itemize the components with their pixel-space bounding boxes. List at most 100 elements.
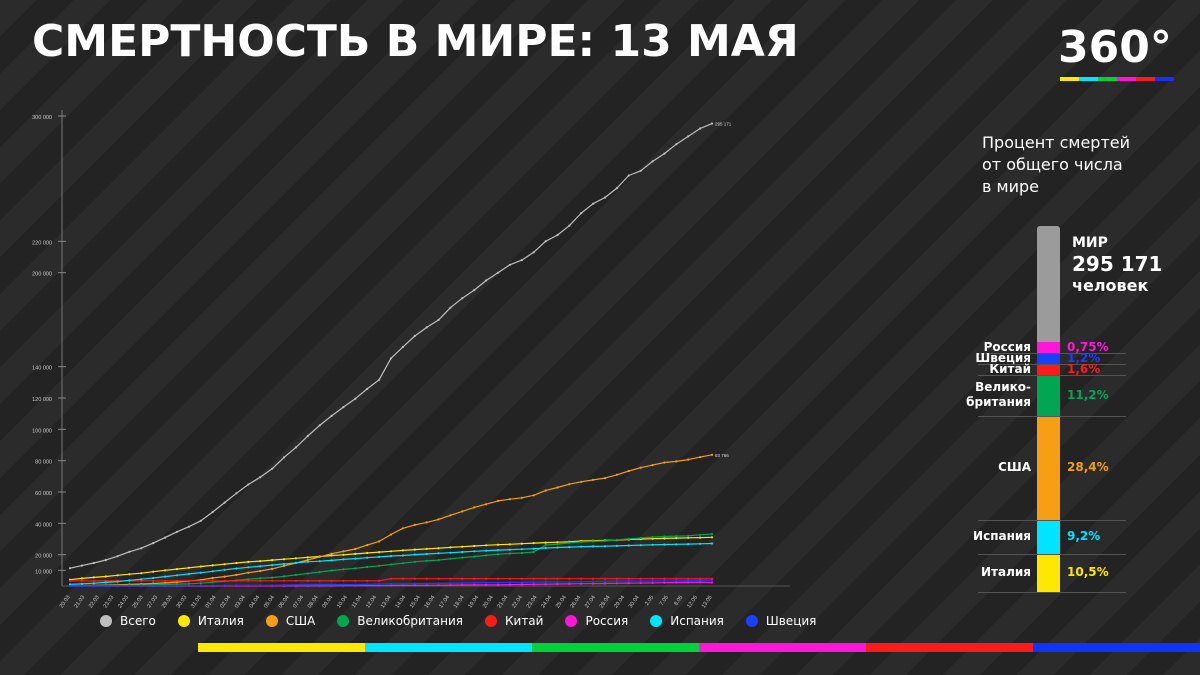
data-point: [496, 577, 500, 580]
data-point: [508, 263, 511, 266]
stack-country-label: Швеция: [975, 350, 1031, 365]
data-point: [152, 570, 155, 573]
legend-label: Всего: [120, 614, 156, 628]
stack-country-label: Италия: [981, 565, 1031, 580]
series-line: [69, 123, 713, 569]
data-point: [68, 583, 72, 586]
legend-label: Великобритания: [357, 614, 463, 628]
data-point: [615, 187, 619, 190]
data-point: [152, 542, 155, 545]
x-tick-label: 03.04: [234, 595, 247, 610]
data-point: [68, 567, 72, 570]
logo-color-bar: [1060, 77, 1174, 81]
data-point: [651, 579, 654, 583]
data-point: [342, 579, 345, 582]
data-point: [687, 135, 690, 138]
data-point: [520, 577, 523, 580]
data-point: [294, 573, 297, 577]
x-tick-label: 25.04: [555, 595, 568, 610]
data-point: [354, 557, 357, 560]
data-point: [663, 579, 666, 582]
data-point: [92, 579, 95, 583]
stack-segment: [1037, 519, 1060, 554]
data-point: [354, 579, 357, 582]
data-point: [366, 556, 369, 559]
data-point: [449, 582, 452, 585]
data-point: [437, 559, 440, 562]
data-point: [211, 570, 214, 573]
data-point: [294, 561, 297, 564]
data-point: [699, 579, 702, 582]
data-point: [615, 580, 619, 583]
data-point: [413, 334, 416, 338]
data-point: [425, 547, 428, 551]
data-point: [413, 560, 416, 563]
data-point: [532, 581, 535, 584]
data-point: [663, 152, 666, 155]
data-point: [282, 584, 286, 587]
data-point: [330, 552, 333, 555]
data-point: [615, 473, 619, 476]
data-point: [520, 548, 523, 551]
data-point: [306, 572, 309, 575]
legend-item: США: [265, 614, 315, 628]
data-point: [164, 575, 167, 578]
stack-separator: [978, 415, 1126, 417]
data-point: [425, 559, 428, 562]
data-point: [164, 584, 167, 587]
data-point: [651, 537, 654, 540]
legend-item: Великобритания: [337, 614, 463, 628]
data-point: [580, 480, 583, 483]
data-point: [235, 561, 238, 565]
data-point: [603, 582, 607, 585]
data-point: [651, 577, 654, 580]
data-point: [592, 540, 595, 543]
data-point: [140, 578, 143, 581]
data-point: [615, 544, 619, 548]
data-point: [271, 564, 274, 567]
legend-dot-icon: [337, 615, 350, 627]
data-point: [366, 579, 369, 582]
data-point: [544, 544, 547, 547]
chart-legend: Всего Италия США Великобритания Китай Россия И…: [100, 614, 838, 628]
data-point: [675, 537, 678, 540]
data-point: [532, 550, 535, 554]
x-tick-label: 29.04: [613, 595, 626, 610]
data-point: [603, 539, 607, 543]
x-tick-label: 23.04: [526, 595, 539, 610]
data-point: [675, 535, 678, 538]
data-point: [259, 577, 262, 580]
data-point: [473, 506, 476, 509]
data-point: [592, 202, 595, 205]
data-point: [532, 547, 535, 550]
x-tick-label: 20.03: [59, 595, 72, 610]
data-point: [568, 541, 571, 545]
data-point: [282, 456, 286, 459]
data-point: [235, 584, 238, 587]
data-point: [223, 563, 226, 566]
data-point: [318, 560, 321, 563]
data-point: [687, 577, 690, 580]
data-point: [389, 582, 393, 586]
data-point: [568, 582, 571, 586]
x-tick-label: 13.05: [701, 595, 714, 610]
data-point: [568, 483, 571, 486]
y-tick-label: 120 000: [32, 397, 52, 403]
data-point: [520, 551, 523, 555]
data-point: [330, 554, 333, 557]
data-point: [104, 559, 107, 562]
data-point: [235, 579, 238, 582]
x-tick-label: 11.04: [351, 595, 364, 609]
stack-separator: [978, 352, 1126, 354]
stack-segment: [1037, 363, 1060, 375]
data-point: [175, 583, 179, 586]
data-point: [92, 561, 95, 565]
data-point: [128, 584, 131, 588]
data-point: [615, 582, 619, 585]
data-point: [508, 552, 511, 555]
stack-country-label: Велико- британия: [966, 380, 1031, 410]
legend-label: Швеция: [765, 614, 817, 628]
data-point: [318, 579, 321, 582]
world-value: 295 171: [1072, 252, 1163, 276]
world-total: МИР 295 171 человек: [1072, 234, 1162, 296]
